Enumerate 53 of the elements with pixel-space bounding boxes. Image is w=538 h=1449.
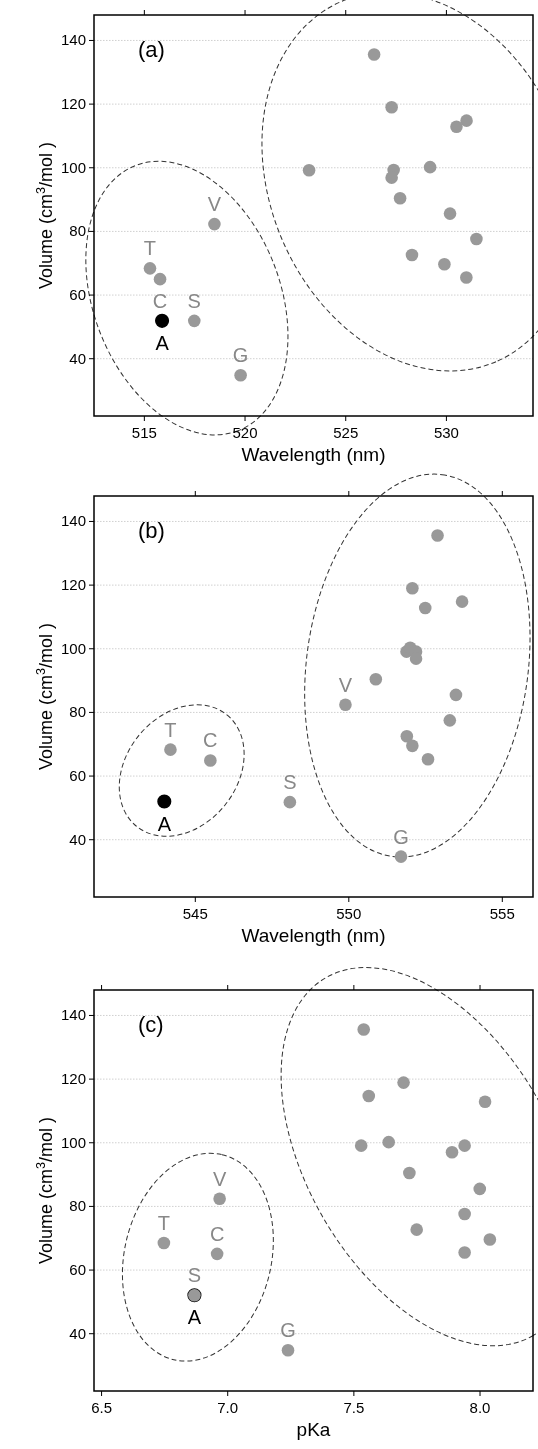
text: (c) <box>138 1012 164 1037</box>
y-tick-label: 60 <box>69 1261 86 1279</box>
annotation: S <box>283 771 297 794</box>
x-tick-label: 8.0 <box>469 1399 491 1416</box>
y-tick-label: 80 <box>69 703 86 721</box>
y-tick-label: 40 <box>69 349 86 367</box>
text: (b) <box>138 518 165 543</box>
y-tick-label: 100 <box>60 158 86 176</box>
x-tick-label: 555 <box>489 905 515 922</box>
y-tick-label: 60 <box>69 767 86 785</box>
x-axis-title: pKa <box>296 1419 331 1440</box>
x-tick-label: 7.0 <box>217 1399 239 1416</box>
y-tick-label: 120 <box>60 1070 86 1088</box>
y-tick-label: 40 <box>69 830 86 848</box>
y-tick-label: 140 <box>60 1006 86 1024</box>
y-tick-label: 140 <box>60 512 86 530</box>
annotation: S <box>187 289 201 312</box>
y-tick-label: 120 <box>60 576 86 594</box>
annotation: A <box>155 331 170 354</box>
x-tick-label: 6.5 <box>91 1399 112 1416</box>
y-tick-label: 40 <box>69 1324 86 1342</box>
x-tick-label: 545 <box>182 905 208 922</box>
annotation: T <box>157 1212 170 1235</box>
y-tick-label: 80 <box>69 1197 86 1215</box>
x-axis-title: Wavelength (nm) <box>241 925 386 946</box>
annotation: A <box>157 812 172 835</box>
text: (a) <box>138 37 165 62</box>
y-tick-label: 140 <box>60 31 86 49</box>
annotation: V <box>212 1167 227 1190</box>
annotation: C <box>203 729 218 752</box>
y-tick-label: 100 <box>60 639 86 657</box>
x-tick-label: 530 <box>433 424 459 441</box>
y-tick-label: 80 <box>69 222 86 240</box>
y-tick-label: 60 <box>69 286 86 304</box>
annotation: V <box>338 673 353 696</box>
y-tick-label: 100 <box>60 1133 86 1151</box>
y-tick-label: 120 <box>60 95 86 113</box>
annotation: V <box>207 193 222 216</box>
annotation: T <box>143 237 157 260</box>
x-tick-label: 550 <box>336 905 362 922</box>
annotation: C <box>152 290 168 313</box>
x-tick-label: 515 <box>131 424 157 441</box>
annotation: S <box>187 1264 202 1287</box>
annotation: C <box>209 1222 225 1245</box>
x-tick-label: 520 <box>232 424 258 441</box>
x-tick-label: 7.5 <box>343 1399 365 1416</box>
annotation: G <box>232 344 249 367</box>
annotation: G <box>393 825 409 848</box>
x-axis-title: Wavelength (nm) <box>241 444 386 465</box>
annotation: G <box>280 1319 296 1342</box>
annotation: T <box>164 718 177 741</box>
x-tick-label: 525 <box>333 424 359 441</box>
annotation: A <box>187 1306 202 1329</box>
